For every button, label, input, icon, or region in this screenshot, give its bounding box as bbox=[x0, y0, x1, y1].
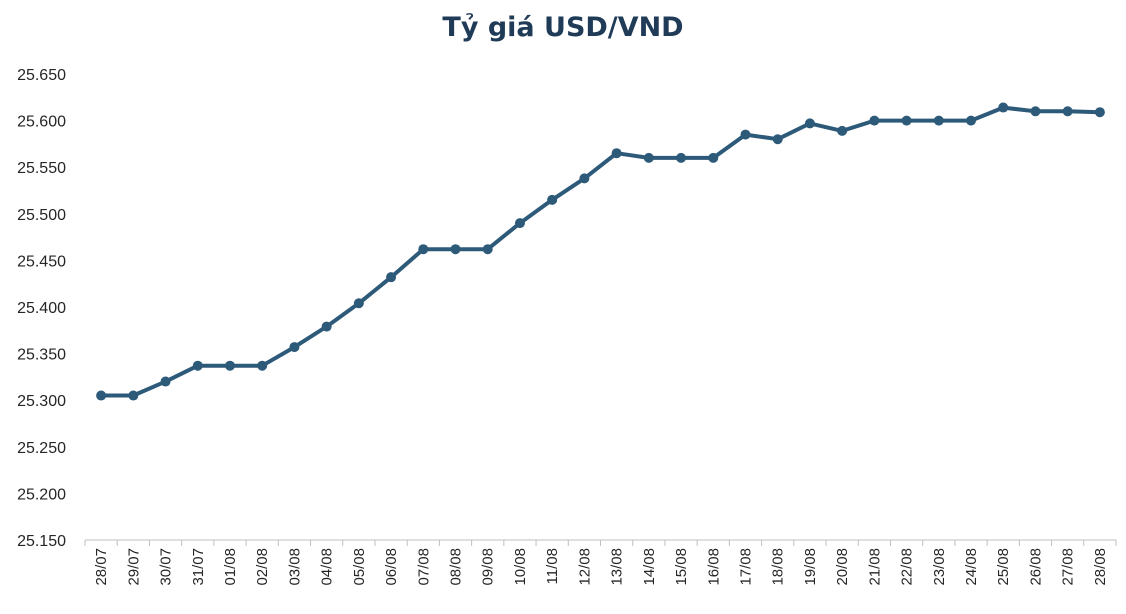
y-tick-label: 25.150 bbox=[17, 533, 66, 550]
x-tick-label: 13/08 bbox=[609, 548, 626, 586]
x-tick-label: 26/08 bbox=[1027, 548, 1044, 586]
x-tick-label: 25/08 bbox=[995, 548, 1012, 586]
data-point bbox=[482, 244, 493, 255]
x-tick-label: 11/08 bbox=[544, 548, 561, 584]
x-tick-label: 04/08 bbox=[319, 548, 336, 586]
x-tick-label: 16/08 bbox=[705, 548, 722, 586]
x-tick-label: 18/08 bbox=[770, 548, 787, 586]
data-point bbox=[740, 129, 751, 140]
data-point bbox=[386, 272, 397, 283]
data-point bbox=[353, 298, 364, 309]
x-tick-label: 19/08 bbox=[802, 548, 819, 586]
x-tick-label: 29/07 bbox=[125, 548, 142, 586]
y-tick-label: 25.400 bbox=[17, 300, 66, 317]
data-point bbox=[772, 134, 783, 145]
x-tick-label: 28/08 bbox=[1092, 548, 1109, 586]
data-point bbox=[224, 360, 235, 371]
x-tick-label: 20/08 bbox=[834, 548, 851, 586]
x-tick-label: 23/08 bbox=[931, 548, 948, 586]
data-point bbox=[1062, 106, 1073, 117]
data-point bbox=[257, 360, 268, 371]
data-point bbox=[966, 115, 977, 126]
data-point bbox=[901, 115, 912, 126]
x-tick-label: 06/08 bbox=[383, 548, 400, 586]
x-tick-label: 12/08 bbox=[576, 548, 593, 586]
data-point bbox=[579, 173, 590, 184]
data-point bbox=[676, 152, 687, 163]
x-tick-label: 21/08 bbox=[866, 548, 883, 586]
data-point bbox=[933, 115, 944, 126]
data-point bbox=[128, 390, 139, 401]
data-point bbox=[1030, 106, 1041, 117]
x-tick-label: 10/08 bbox=[512, 548, 529, 586]
x-tick-label: 03/08 bbox=[286, 548, 303, 586]
x-tick-label: 30/07 bbox=[158, 548, 175, 586]
x-tick-label: 17/08 bbox=[737, 548, 754, 586]
data-point bbox=[708, 152, 719, 163]
data-point bbox=[643, 152, 654, 163]
data-point bbox=[321, 321, 332, 332]
x-tick-label: 02/08 bbox=[254, 548, 271, 586]
data-point bbox=[96, 390, 107, 401]
data-point bbox=[837, 125, 848, 136]
x-tick-label: 15/08 bbox=[673, 548, 690, 586]
x-tick-label: 31/07 bbox=[190, 548, 207, 586]
x-tick-label: 01/08 bbox=[222, 548, 239, 586]
x-tick-label: 09/08 bbox=[480, 548, 497, 586]
data-point bbox=[192, 360, 203, 371]
data-point bbox=[611, 148, 622, 159]
chart-title: Tỷ giá USD/VND bbox=[442, 12, 684, 43]
y-tick-label: 25.300 bbox=[17, 393, 66, 410]
x-tick-label: 14/08 bbox=[641, 548, 658, 586]
y-tick-label: 25.200 bbox=[17, 486, 66, 503]
y-axis-ticks: 25.150 25.200 25.250 25.300 25.350 25.400 25.4… bbox=[17, 67, 66, 550]
data-point bbox=[450, 244, 461, 255]
data-point bbox=[869, 115, 880, 126]
data-point bbox=[998, 102, 1009, 113]
x-tick-label: 08/08 bbox=[448, 548, 465, 586]
y-tick-label: 25.250 bbox=[17, 440, 66, 457]
x-tick-label: 28/07 bbox=[93, 548, 110, 586]
x-tick-label: 07/08 bbox=[415, 548, 432, 586]
x-tick-label: 27/08 bbox=[1060, 548, 1077, 586]
data-point bbox=[1094, 107, 1105, 118]
x-tick-label: 24/08 bbox=[963, 548, 980, 586]
y-tick-label: 25.600 bbox=[17, 114, 66, 131]
y-tick-label: 25.350 bbox=[17, 347, 66, 364]
x-tick-label: 05/08 bbox=[351, 548, 368, 586]
series-layer bbox=[96, 102, 1105, 401]
x-axis-ticks: 28/07 29/07 30/07 31/07 01/08 02/08 03/08 04/08… bbox=[84, 540, 1117, 586]
y-tick-label: 25.550 bbox=[17, 160, 66, 177]
data-point bbox=[804, 118, 815, 129]
data-point bbox=[160, 376, 171, 387]
series-line bbox=[99, 105, 1102, 398]
data-point bbox=[289, 342, 300, 353]
data-point bbox=[547, 194, 558, 205]
y-tick-label: 25.650 bbox=[17, 67, 66, 84]
data-point bbox=[514, 218, 525, 229]
y-tick-label: 25.450 bbox=[17, 253, 66, 270]
data-point bbox=[418, 244, 429, 255]
y-tick-label: 25.500 bbox=[17, 207, 66, 224]
x-tick-label: 22/08 bbox=[899, 548, 916, 586]
